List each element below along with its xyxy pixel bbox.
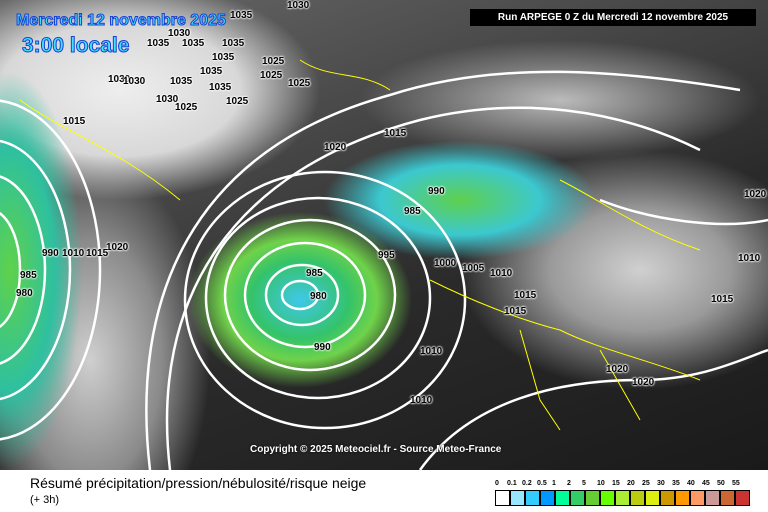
pressure-label: 1015	[504, 306, 527, 317]
forecast-step: (+ 3h)	[30, 494, 60, 506]
pressure-label: 1010	[738, 253, 761, 264]
pressure-label: 1000	[434, 258, 457, 269]
pressure-label: 1035	[182, 38, 205, 49]
legend-swatch	[600, 490, 615, 506]
pressure-label: 1015	[384, 128, 407, 139]
weather-map: 1030 1035 1030 1035 1035 1035 1035 1035 1025 1025…	[0, 0, 768, 470]
legend-swatch	[555, 490, 570, 506]
pressure-label: 990	[428, 186, 445, 197]
legend-swatch	[675, 490, 690, 506]
pressure-label: 1010	[420, 346, 443, 357]
legend-label: 25	[642, 480, 650, 487]
legend-label: 40	[687, 480, 695, 487]
pressure-label: 1030	[108, 74, 131, 85]
pressure-label: 1025	[175, 102, 198, 113]
pressure-label: 995	[378, 250, 395, 261]
pressure-label: 1015	[514, 290, 537, 301]
pressure-label: 990	[314, 342, 331, 353]
legend-label: 50	[717, 480, 725, 487]
coastlines	[19, 59, 701, 431]
pressure-label: 1020	[606, 364, 629, 375]
pressure-label: 1025	[260, 70, 283, 81]
legend-label: 0.5	[537, 480, 547, 487]
legend-label: 15	[612, 480, 620, 487]
pressure-label: 1035	[222, 38, 245, 49]
legend-swatch	[585, 490, 600, 506]
forecast-hour: 3:00 locale	[21, 34, 130, 58]
pressure-label: 1025	[262, 56, 285, 67]
legend-label: 0.1	[507, 480, 517, 487]
pressure-label: 1020	[744, 189, 767, 200]
legend-label: 30	[657, 480, 665, 487]
pressure-label: 1025	[288, 78, 311, 89]
legend-swatch	[615, 490, 630, 506]
legend-label: 5	[582, 480, 586, 487]
pressure-label: 1020	[632, 377, 655, 388]
legend-swatch	[705, 490, 720, 506]
pressure-label: 1035	[230, 10, 253, 21]
pressure-label: 985	[404, 206, 421, 217]
pressure-label: 1020	[324, 142, 347, 153]
legend-label: 20	[627, 480, 635, 487]
pressure-label: 1035	[147, 38, 170, 49]
isobar-layer	[0, 59, 768, 470]
pressure-label: 1035	[200, 66, 223, 77]
legend-label: 55	[732, 480, 740, 487]
pressure-label: 1010	[410, 395, 433, 406]
pressure-label: 990	[42, 248, 59, 259]
pressure-label: 1035	[209, 82, 232, 93]
pressure-label: 1015	[63, 116, 86, 127]
pressure-label: 1015	[86, 248, 109, 259]
legend-swatch	[660, 490, 675, 506]
legend-label: 0	[495, 480, 499, 487]
legend-swatch	[570, 490, 585, 506]
pressure-label: 1030	[168, 28, 191, 39]
pressure-label: 1025	[226, 96, 249, 107]
pressure-label: 1005	[462, 263, 485, 274]
legend-swatch	[645, 490, 660, 506]
pressure-label: 985	[306, 268, 323, 279]
legend-label: 10	[597, 480, 605, 487]
map-title: Résumé précipitation/pression/nébulosité…	[30, 475, 367, 491]
pressure-label: 1020	[106, 242, 129, 253]
legend-label: 2	[567, 480, 571, 487]
pressure-label: 1035	[212, 52, 235, 63]
pressure-label: 980	[16, 288, 33, 299]
legend-swatch	[510, 490, 525, 506]
legend-swatch	[735, 490, 750, 506]
legend-label: 1	[552, 480, 556, 487]
pressure-label: 1035	[170, 76, 193, 87]
pressure-label: 1015	[711, 294, 734, 305]
legend-swatch	[720, 490, 735, 506]
footer: Résumé précipitation/pression/nébulosité…	[0, 470, 768, 512]
forecast-date: Mercredi 12 novembre 2025	[16, 12, 227, 30]
legend-label: 45	[702, 480, 710, 487]
legend-label: 35	[672, 480, 680, 487]
pressure-label: 1010	[490, 268, 513, 279]
isobars	[0, 70, 768, 470]
model-run-banner: Run ARPEGE 0 Z du Mercredi 12 novembre 2…	[470, 9, 756, 26]
copyright-text: Copyright © 2025 Meteociel.fr - Source M…	[250, 444, 502, 455]
pressure-label: 985	[20, 270, 37, 281]
pressure-label: 1030	[123, 76, 146, 87]
legend-swatch	[495, 490, 510, 506]
legend-label: 0.2	[522, 480, 532, 487]
legend-swatch	[540, 490, 555, 506]
pressure-label: 1030	[287, 0, 310, 11]
pressure-label: 1030	[156, 94, 179, 105]
pressure-label: 980	[310, 291, 327, 302]
legend-swatch	[690, 490, 705, 506]
pressure-label: 1010	[62, 248, 85, 259]
legend-swatch	[630, 490, 645, 506]
legend-swatch	[525, 490, 540, 506]
